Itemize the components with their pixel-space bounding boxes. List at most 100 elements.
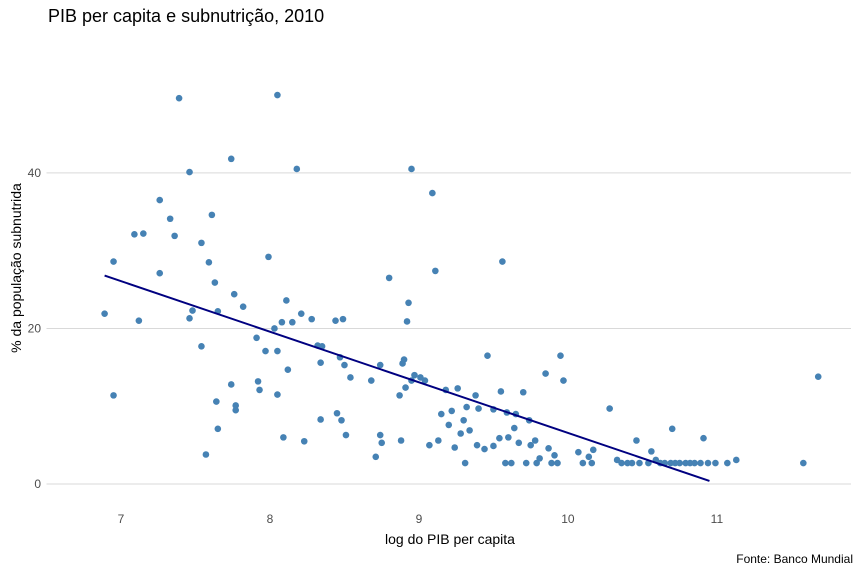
data-point [208,211,216,219]
data-point [297,310,305,317]
data-point [502,459,509,467]
data-point [490,442,497,450]
data-point [198,343,205,350]
data-point [579,459,587,467]
data-point [633,437,640,444]
data-point [548,459,555,467]
data-point [274,91,281,99]
data-point [463,403,470,411]
data-point [156,269,164,277]
trend-line [104,274,710,482]
x-tick-labels: 7 8 9 10 11 [118,512,724,526]
data-point [527,441,534,449]
data-point [400,356,408,363]
data-point [256,386,263,394]
data-point [700,434,707,442]
data-point [445,421,453,429]
data-point [227,155,235,163]
data-point [396,392,403,399]
data-point [618,459,625,467]
data-point [293,165,301,173]
data-point [262,347,269,355]
data-point [457,430,464,437]
x-tick-label: 10 [561,512,575,526]
data-point [232,406,240,414]
data-point [284,366,292,373]
data-point [367,377,375,384]
data-point [697,459,704,467]
data-point [691,459,698,467]
data-point [186,168,193,176]
data-point [332,317,339,324]
data-point [724,459,731,467]
data-point [101,310,108,317]
data-point [213,398,220,405]
data-point [253,334,260,342]
y-tick-label: 20 [28,321,42,335]
data-point [585,453,593,461]
data-point [466,427,473,434]
data-point [135,317,143,324]
data-point [475,405,482,412]
y-tick-label: 40 [28,166,42,180]
data-point [189,307,196,314]
data-point [271,325,278,332]
data-point [421,377,429,384]
data-point [508,459,515,467]
data-point [451,444,459,451]
data-point [814,373,822,380]
data-point [448,407,456,415]
data-point [426,441,433,449]
data-point [202,451,210,458]
data-point [636,459,643,467]
data-point [531,437,539,444]
data-point [473,441,481,449]
data-point [280,434,287,441]
data-point [505,434,512,441]
x-tick-label: 8 [267,512,274,526]
data-point [397,437,405,444]
x-tick-label: 7 [118,512,125,526]
trend-line-group [104,274,710,482]
data-point [300,437,308,445]
data-point [283,297,290,304]
data-point [536,455,543,462]
data-point [278,318,286,326]
data-point [166,215,174,223]
gridlines [46,172,851,485]
data-point [110,392,117,399]
x-tick-label: 11 [711,512,724,526]
data-point [230,290,238,298]
data-point [676,459,683,467]
data-point [522,459,530,467]
source-caption: Fonte: Banco Mundial [736,552,853,566]
y-tick-labels: 0 20 40 [28,166,42,491]
data-point [542,370,549,377]
data-point [589,446,597,454]
data-point [239,303,247,310]
data-point [497,388,505,395]
data-point [515,439,523,447]
data-point [131,231,138,238]
data-point [588,459,596,467]
data-point [438,410,445,418]
data-point [232,402,240,409]
data-point [496,434,503,442]
data-point [575,448,582,456]
data-point [372,453,380,461]
data-point [411,371,418,379]
data-point [289,318,296,326]
data-point [376,431,384,439]
data-point [140,230,147,237]
data-point [472,392,479,399]
data-point [461,459,469,467]
data-point [432,267,439,275]
data-point [429,189,436,197]
data-point [560,377,567,384]
data-point [545,444,552,452]
data-point [376,361,384,369]
data-point [341,361,348,369]
data-point [339,315,347,323]
data-point [317,359,324,366]
